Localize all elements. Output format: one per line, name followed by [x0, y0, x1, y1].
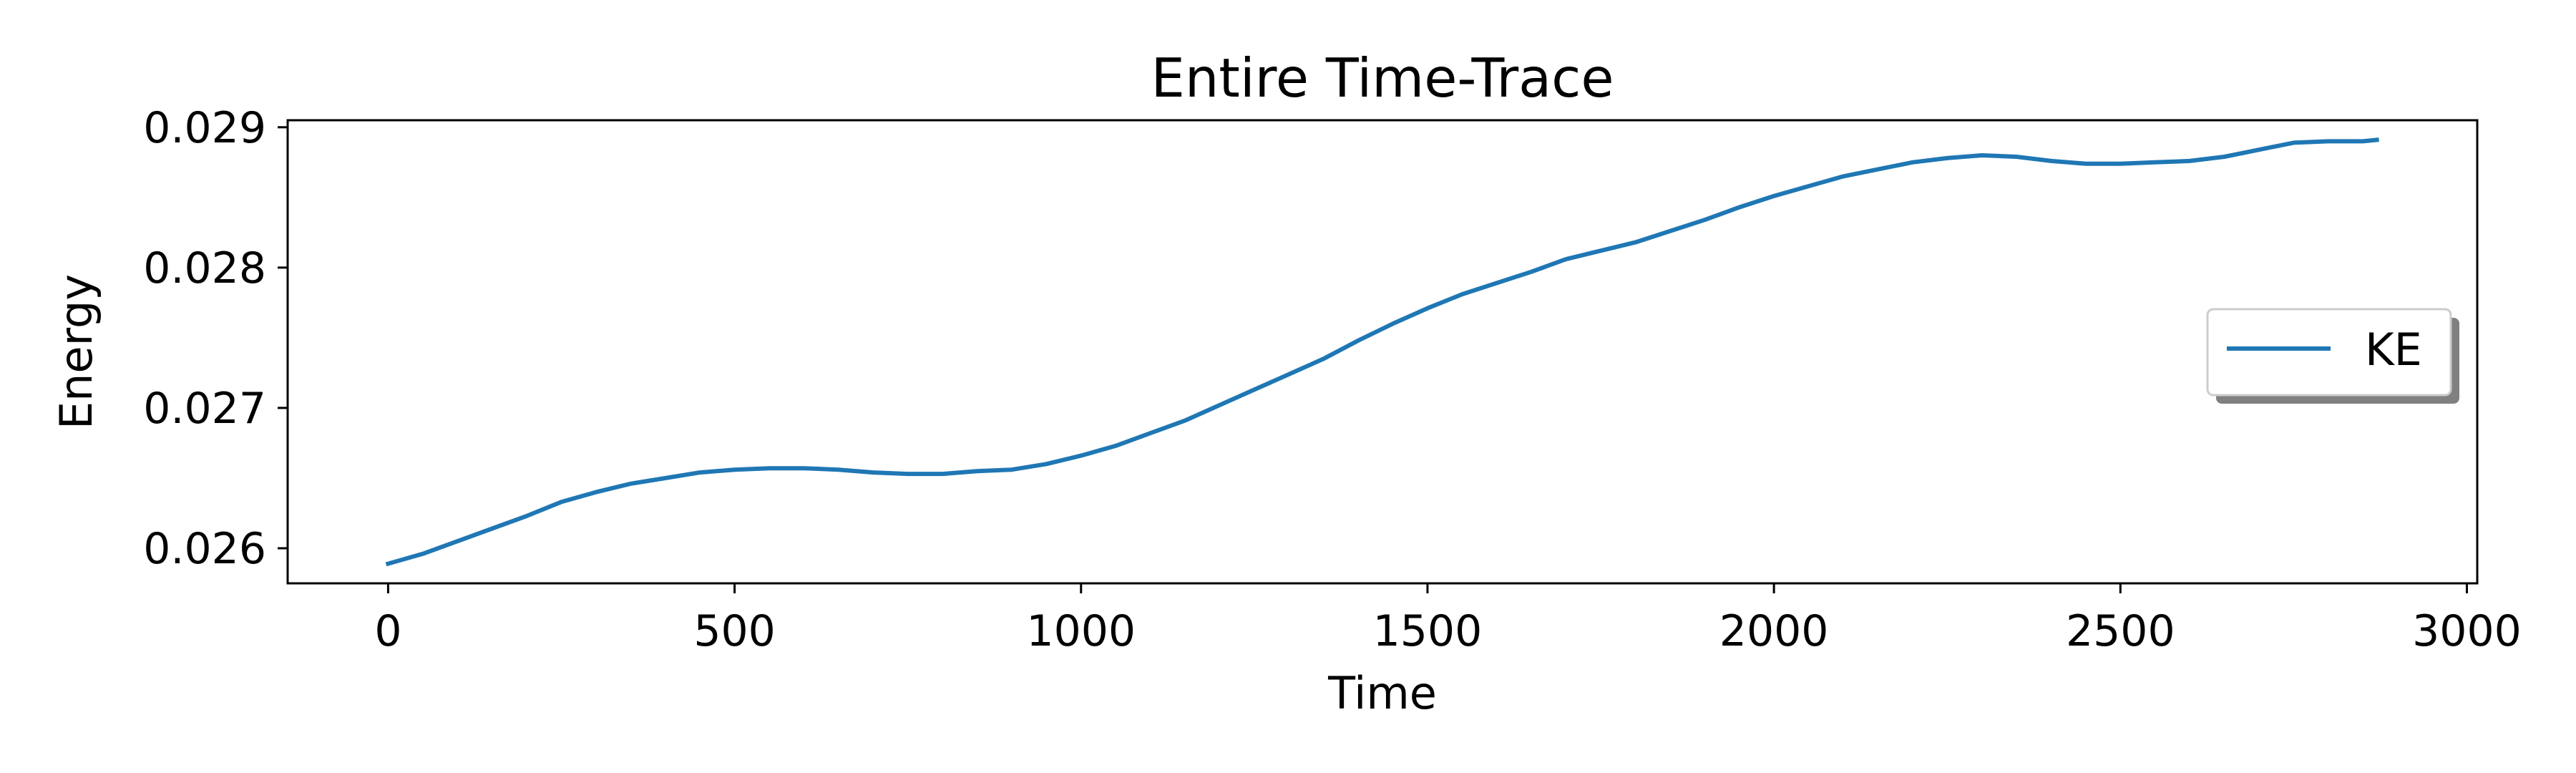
x-tick-label: 0 — [374, 606, 401, 656]
legend: KE — [2206, 308, 2459, 404]
x-tick-label: 3000 — [2412, 606, 2522, 656]
y-tick-label: 0.027 — [143, 384, 266, 434]
series-line-ke — [385, 137, 2379, 567]
x-axis-label: Time — [1327, 667, 1437, 719]
x-tick-label: 1500 — [1373, 606, 1483, 656]
plot-frame — [286, 119, 2479, 585]
x-tick-label: 500 — [693, 606, 776, 656]
legend-box — [2206, 308, 2452, 397]
legend-label-ke: KE — [2365, 324, 2422, 376]
axes: 0 500 1000 1500 2000 2500 3000 0.026 0.027 0.028 0… — [143, 103, 2522, 656]
y-tick-label: 0.026 — [143, 524, 266, 574]
x-tick-label: 1000 — [1026, 606, 1136, 656]
y-tick-label: 0.028 — [143, 243, 266, 293]
x-tick-label: 2000 — [1719, 606, 1829, 656]
x-tick-label: 2500 — [2066, 606, 2175, 656]
y-tick-label: 0.029 — [143, 103, 266, 153]
y-axis-label: Energy — [50, 274, 102, 429]
chart-title: Entire Time-Trace — [1151, 47, 1614, 110]
plot-area — [385, 137, 2379, 567]
